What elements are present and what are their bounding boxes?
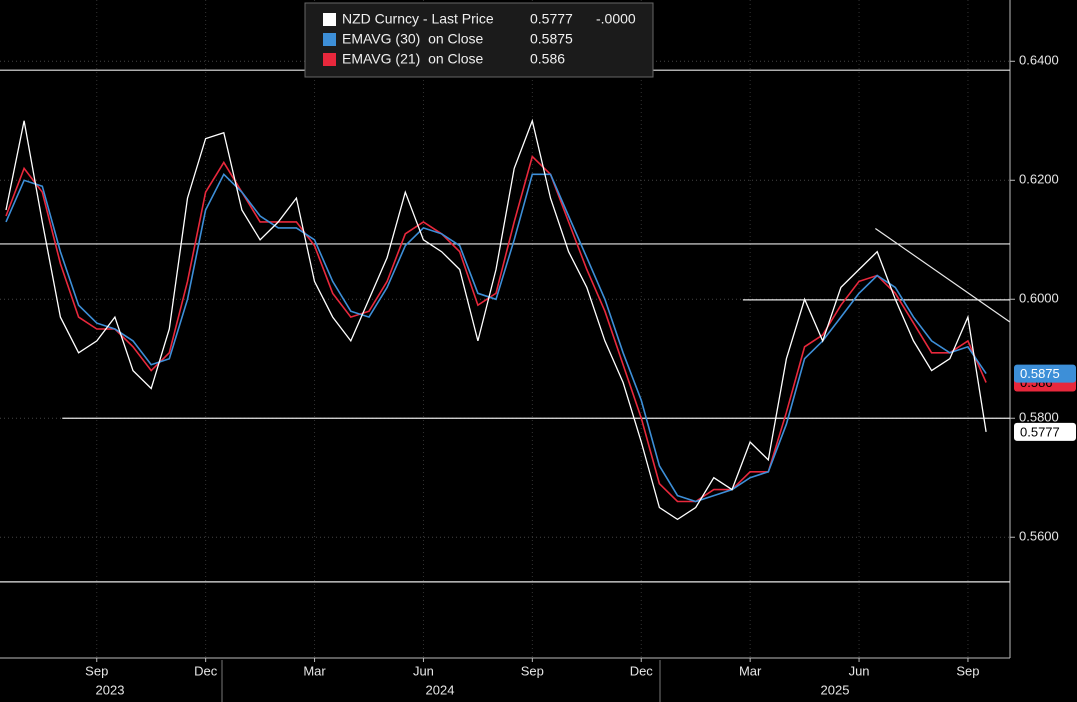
legend-swatch: [323, 33, 336, 46]
year-label: 2024: [426, 682, 455, 697]
legend-change: -.0000: [596, 11, 636, 27]
legend-value: 0.586: [530, 51, 565, 67]
x-tick-label: Dec: [630, 663, 654, 678]
legend-swatch: [323, 53, 336, 66]
legend-value: 0.5777: [530, 11, 573, 27]
trend-line: [875, 227, 1011, 323]
x-tick-label: Mar: [739, 663, 762, 678]
legend-swatch: [323, 13, 336, 26]
legend-value: 0.5875: [530, 31, 573, 47]
y-tick-label: 0.5800: [1019, 410, 1059, 425]
last-value-label: 0.5777: [1020, 424, 1060, 439]
legend-label: NZD Curncy - Last Price: [342, 11, 494, 27]
last-value-badge: [1014, 364, 1076, 383]
legend: NZD Curncy - Last Price 0.5777 -.0000 EM…: [304, 2, 654, 78]
x-tick-label: Jun: [849, 663, 870, 678]
last-value-badge: [1014, 422, 1076, 441]
y-tick-label: 0.6000: [1019, 291, 1059, 306]
x-tick-label: Sep: [521, 663, 544, 678]
x-tick-label: Sep: [85, 663, 108, 678]
x-tick-label: Mar: [303, 663, 326, 678]
legend-label: EMAVG (21) on Close: [342, 51, 484, 67]
series-line: [5, 154, 987, 503]
year-label: 2023: [96, 682, 125, 697]
y-tick-label: 0.6400: [1019, 53, 1059, 68]
last-value-label: 0.5875: [1020, 366, 1060, 381]
legend-label: EMAVG (30) on Close: [342, 31, 484, 47]
x-tick-label: Dec: [194, 663, 218, 678]
legend-box: [304, 2, 654, 78]
y-tick-label: 0.6200: [1019, 172, 1059, 187]
y-tick-label: 0.5600: [1019, 529, 1059, 544]
series-line: [5, 118, 987, 521]
x-tick-label: Sep: [956, 663, 979, 678]
year-label: 2025: [821, 682, 850, 697]
x-tick-label: Jun: [413, 663, 434, 678]
